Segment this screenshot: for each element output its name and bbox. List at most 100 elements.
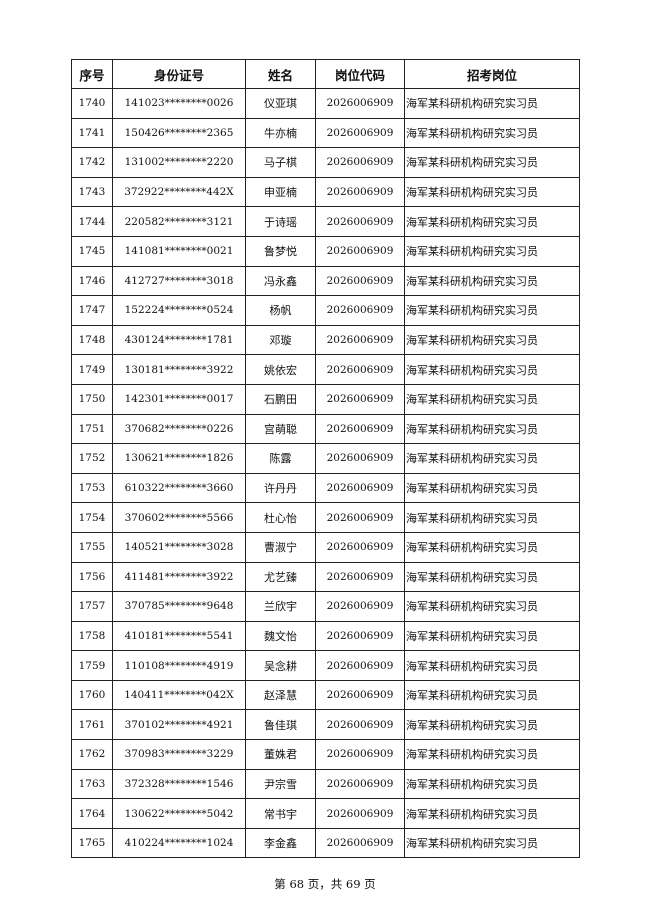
cell-position: 海军某科研机构研究实习员 <box>404 324 580 356</box>
cell-name: 鲁梦悦 <box>245 235 316 267</box>
table-row: 1740 141023********0026 仪亚琪 2026006909 海军某科研… <box>71 88 580 119</box>
table-row: 1759 110108********4919 吴念耕 2026006909 海军某科研… <box>71 650 580 681</box>
cell-index: 1752 <box>71 443 113 474</box>
header-position: 招考岗位 <box>404 59 580 89</box>
cell-position-code: 2026006909 <box>315 413 405 445</box>
page-number: 第 68 页，共 69 页 <box>274 877 376 891</box>
cell-name: 于诗瑶 <box>245 206 316 237</box>
cell-id-number: 141081********0021 <box>112 235 246 267</box>
cell-id-number: 370682********0226 <box>112 413 246 445</box>
cell-position-code: 2026006909 <box>315 798 405 829</box>
cell-id-number: 130622********5042 <box>112 798 246 829</box>
cell-id-number: 370602********5566 <box>112 502 246 533</box>
cell-index: 1754 <box>71 502 113 533</box>
header-position-code: 岗位代码 <box>315 59 405 89</box>
cell-position-code: 2026006909 <box>315 679 405 711</box>
cell-position-code: 2026006909 <box>315 591 405 622</box>
cell-position: 海军某科研机构研究实习员 <box>404 443 580 474</box>
table-row: 1753 610322********3660 许丹丹 2026006909 海军某科研… <box>71 472 580 504</box>
cell-index: 1761 <box>71 709 113 741</box>
cell-name: 鲁佳琪 <box>245 709 316 741</box>
cell-position: 海军某科研机构研究实习员 <box>404 176 580 208</box>
cell-position: 海军某科研机构研究实习员 <box>404 620 580 652</box>
cell-name: 冯永鑫 <box>245 265 316 297</box>
cell-id-number: 410224********1024 <box>112 827 246 859</box>
cell-name: 常书宇 <box>245 798 316 829</box>
cell-index: 1745 <box>71 235 113 267</box>
cell-name: 许丹丹 <box>245 472 316 504</box>
cell-name: 仪亚琪 <box>245 88 316 119</box>
cell-index: 1748 <box>71 324 113 356</box>
cell-id-number: 412727********3018 <box>112 265 246 297</box>
cell-name: 邓璇 <box>245 324 316 356</box>
cell-name: 李金鑫 <box>245 827 316 859</box>
cell-id-number: 150426********2365 <box>112 117 246 149</box>
cell-name: 杨帆 <box>245 295 316 326</box>
cell-position-code: 2026006909 <box>315 117 405 149</box>
cell-index: 1757 <box>71 591 113 622</box>
table-row: 1743 372922********442X 申亚楠 2026006909 海军某科研… <box>71 176 580 208</box>
cell-name: 魏文怡 <box>245 620 316 652</box>
cell-index: 1741 <box>71 117 113 149</box>
table-row: 1746 412727********3018 冯永鑫 2026006909 海军某科研… <box>71 265 580 297</box>
cell-index: 1749 <box>71 354 113 385</box>
cell-position-code: 2026006909 <box>315 265 405 297</box>
cell-position: 海军某科研机构研究实习员 <box>404 147 580 178</box>
cell-index: 1744 <box>71 206 113 237</box>
cell-position: 海军某科研机构研究实习员 <box>404 709 580 741</box>
cell-id-number: 370102********4921 <box>112 709 246 741</box>
cell-position-code: 2026006909 <box>315 88 405 119</box>
cell-id-number: 152224********0524 <box>112 295 246 326</box>
cell-index: 1756 <box>71 561 113 593</box>
cell-position-code: 2026006909 <box>315 531 405 563</box>
cell-index: 1758 <box>71 620 113 652</box>
table-body: 1740 141023********0026 仪亚琪 2026006909 海军某科研… <box>71 88 580 859</box>
cell-index: 1762 <box>71 739 113 770</box>
table-row: 1760 140411********042X 赵泽慧 2026006909 海军某科研… <box>71 679 580 711</box>
cell-position: 海军某科研机构研究实习员 <box>404 591 580 622</box>
cell-position: 海军某科研机构研究实习员 <box>404 265 580 297</box>
cell-index: 1751 <box>71 413 113 445</box>
cell-position-code: 2026006909 <box>315 383 405 415</box>
table-header-row: 序号 身份证号 姓名 岗位代码 招考岗位 <box>71 59 580 89</box>
table-row: 1764 130622********5042 常书宇 2026006909 海军某科研… <box>71 798 580 829</box>
table-row: 1751 370682********0226 宫萌聪 2026006909 海军某科研… <box>71 413 580 445</box>
cell-position: 海军某科研机构研究实习员 <box>404 739 580 770</box>
cell-position-code: 2026006909 <box>315 620 405 652</box>
cell-position: 海军某科研机构研究实习员 <box>404 235 580 267</box>
header-name: 姓名 <box>245 59 316 89</box>
cell-id-number: 370785********9648 <box>112 591 246 622</box>
table-row: 1761 370102********4921 鲁佳琪 2026006909 海军某科研… <box>71 709 580 741</box>
cell-id-number: 220582********3121 <box>112 206 246 237</box>
header-id-number: 身份证号 <box>112 59 246 89</box>
cell-position-code: 2026006909 <box>315 502 405 533</box>
cell-id-number: 130621********1826 <box>112 443 246 474</box>
cell-id-number: 372328********1546 <box>112 768 246 800</box>
cell-index: 1746 <box>71 265 113 297</box>
cell-position-code: 2026006909 <box>315 561 405 593</box>
table-row: 1745 141081********0021 鲁梦悦 2026006909 海军某科研… <box>71 235 580 267</box>
cell-position: 海军某科研机构研究实习员 <box>404 502 580 533</box>
cell-position-code: 2026006909 <box>315 709 405 741</box>
cell-id-number: 141023********0026 <box>112 88 246 119</box>
table-row: 1756 411481********3922 尤艺臻 2026006909 海军某科研… <box>71 561 580 593</box>
cell-id-number: 411481********3922 <box>112 561 246 593</box>
table-row: 1747 152224********0524 杨帆 2026006909 海军某科研机… <box>71 295 580 326</box>
table-row: 1744 220582********3121 于诗瑶 2026006909 海军某科研… <box>71 206 580 237</box>
cell-position: 海军某科研机构研究实习员 <box>404 650 580 681</box>
table-row: 1749 130181********3922 姚依宏 2026006909 海军某科研… <box>71 354 580 385</box>
cell-position-code: 2026006909 <box>315 176 405 208</box>
cell-name: 尹宗雪 <box>245 768 316 800</box>
cell-name: 杜心怡 <box>245 502 316 533</box>
cell-position: 海军某科研机构研究实习员 <box>404 117 580 149</box>
cell-id-number: 430124********1781 <box>112 324 246 356</box>
cell-index: 1753 <box>71 472 113 504</box>
cell-name: 曹淑宁 <box>245 531 316 563</box>
cell-position-code: 2026006909 <box>315 443 405 474</box>
cell-id-number: 142301********0017 <box>112 383 246 415</box>
cell-id-number: 410181********5541 <box>112 620 246 652</box>
cell-position-code: 2026006909 <box>315 650 405 681</box>
cell-name: 陈露 <box>245 443 316 474</box>
cell-name: 申亚楠 <box>245 176 316 208</box>
table-row: 1748 430124********1781 邓璇 2026006909 海军某科研机… <box>71 324 580 356</box>
